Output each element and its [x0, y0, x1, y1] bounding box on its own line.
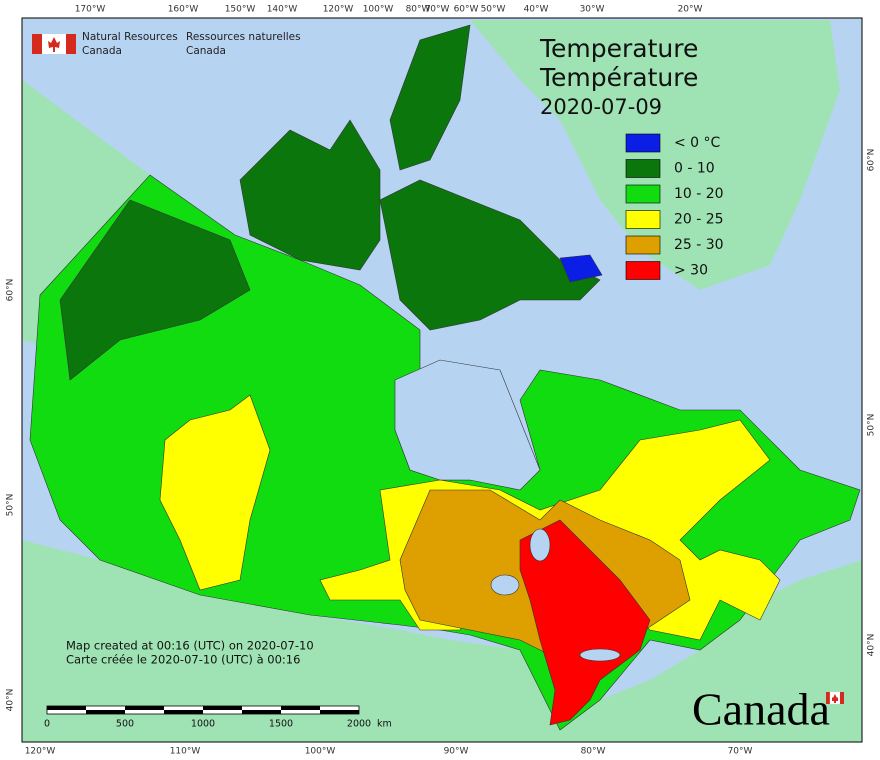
region-above-30 — [519, 519, 651, 726]
scale-segment — [281, 706, 320, 710]
graticule-label: 60°N — [6, 279, 16, 302]
foreign-land — [22, 20, 862, 742]
region-0-10 — [389, 24, 471, 171]
legend-swatch — [625, 159, 661, 178]
legend-label: 20 - 25 — [674, 212, 724, 228]
graticule-label: 170°W — [75, 5, 106, 15]
graticule-label: 160°W — [168, 5, 199, 15]
canada — [29, 24, 861, 731]
greenland — [470, 20, 840, 290]
footer-note: Map created at 00:16 (UTC) on 2020-07-10 — [66, 639, 314, 653]
graticule-label: 60°N — [867, 149, 877, 172]
graticule-label: 40°N — [6, 689, 16, 712]
graticule-label: 100°W — [305, 747, 336, 757]
lake — [529, 528, 551, 562]
legend-label: 10 - 20 — [674, 186, 724, 202]
scale-unit: km — [377, 719, 392, 730]
title-line: Temperature — [539, 34, 698, 63]
graticule-label: 60°W — [454, 5, 479, 15]
scale-label: 0 — [44, 719, 50, 730]
region-0-10 — [239, 119, 381, 271]
title-line: Température — [539, 63, 698, 92]
graticule-label: 40°W — [524, 5, 549, 15]
maple-leaf — [48, 37, 60, 52]
agency-fr: Ressources naturelles — [186, 31, 301, 43]
maple-leaf — [832, 694, 838, 703]
wordmark: Canada — [692, 684, 830, 735]
graticule-label: 70°W — [425, 5, 450, 15]
scale-segment — [203, 706, 242, 710]
flag — [32, 34, 76, 54]
flag-bar — [32, 34, 42, 54]
graticule-label: 80°W — [581, 747, 606, 757]
graticule-label: 90°W — [444, 747, 469, 757]
united-states — [22, 540, 862, 742]
graticule-label: 140°W — [267, 5, 298, 15]
footer-note: Carte créée le 2020-07-10 (UTC) à 00:16 — [66, 653, 300, 667]
legend-swatch — [625, 261, 661, 280]
agency-fr: Canada — [186, 45, 226, 57]
scale-segment — [320, 710, 359, 714]
graticule-label: 100°W — [363, 5, 394, 15]
title-line: 2020-07-09 — [540, 95, 662, 119]
wordmark-flag — [826, 691, 844, 705]
scale-label: 500 — [116, 719, 134, 730]
graticule-label: 150°W — [225, 5, 256, 15]
graticule-label: 70°W — [728, 747, 753, 757]
legend-label: 0 - 10 — [674, 161, 715, 177]
legend-label: 25 - 30 — [674, 237, 724, 253]
region-20-25 — [159, 394, 271, 591]
graticule-label: 120°W — [323, 5, 354, 15]
graticule-label: 20°W — [678, 5, 703, 15]
legend-swatch — [625, 133, 661, 153]
scale-segment — [242, 710, 281, 714]
lake — [579, 648, 621, 662]
scale-segment — [164, 710, 203, 714]
graticule-label: 110°W — [170, 747, 201, 757]
region-0-10 — [59, 199, 251, 381]
scale-segment — [125, 706, 164, 710]
graticule-label: 50°N — [867, 414, 877, 437]
legend-swatch — [625, 235, 661, 255]
region-below-0 — [559, 254, 603, 283]
scale-label: 1000 — [191, 719, 215, 730]
agency-en: Canada — [82, 45, 122, 57]
graticule-label: 50°W — [481, 5, 506, 15]
graticule-label: 120°W — [25, 747, 56, 757]
scale-segment — [47, 706, 86, 710]
legend-swatch — [625, 210, 661, 229]
flag-bar — [66, 34, 76, 54]
scale-segment — [86, 710, 125, 714]
graticule-label: 30°W — [580, 5, 605, 15]
flag-bar — [826, 692, 830, 704]
legend-swatch — [625, 184, 661, 204]
hudson-bay — [394, 359, 541, 491]
flag-bar — [840, 692, 844, 704]
agency-en: Natural Resources — [82, 31, 178, 43]
legend-label: < 0 °C — [674, 135, 721, 151]
legend-label: > 30 — [674, 263, 708, 279]
map-frame — [21, 17, 863, 743]
scale-label: 2000 — [347, 719, 371, 730]
graticule-label: 40°N — [867, 634, 877, 657]
scale-label: 1500 — [269, 719, 293, 730]
graticule-label: 50°N — [6, 494, 16, 517]
graticule-label: 80°W — [406, 5, 431, 15]
region-0-10 — [379, 179, 601, 331]
lake — [490, 574, 520, 596]
